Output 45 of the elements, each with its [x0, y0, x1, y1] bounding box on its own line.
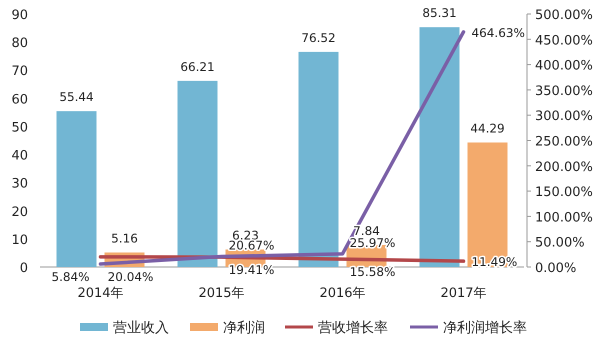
y2-tick-label: 450.00% [535, 33, 593, 48]
y2-tick-label: 50.00% [535, 236, 585, 251]
data-label: 5.16 [111, 231, 138, 246]
data-label: 20.67% [228, 238, 274, 253]
data-label: 66.21 [180, 60, 215, 74]
y-tick-label: 30 [11, 176, 28, 192]
x-tick-label: 2017年 [440, 286, 487, 301]
data-label: 44.29 [470, 121, 505, 136]
y2-tick-label: 150.00% [535, 185, 593, 200]
x-tick-label: 2015年 [198, 286, 245, 301]
legend-label: 营收增长率 [318, 320, 388, 336]
x-tick-label: 2016年 [319, 286, 366, 301]
y2-tick-label: 250.00% [535, 134, 593, 150]
data-label: 85.31 [422, 6, 457, 20]
y2-tick-label: 300.00% [535, 109, 593, 124]
y-tick-label: 0 [20, 261, 28, 276]
bar [178, 80, 218, 267]
y2-tick-label: 200.00% [535, 160, 593, 175]
data-label: 5.84% [51, 270, 90, 284]
legend-label: 营业收入 [113, 320, 169, 336]
y2-tick-label: 100.00% [535, 210, 593, 226]
bar [298, 52, 338, 267]
y2-tick-label: 0.00% [535, 261, 576, 276]
data-label: 19.41% [228, 263, 274, 278]
x-tick-label: 2014年 [77, 286, 124, 301]
y-tick-label: 80 [11, 36, 28, 52]
y2-tick-label: 350.00% [535, 84, 593, 99]
y2-tick-label: 500.00% [535, 8, 593, 23]
bar [56, 111, 96, 267]
legend-label: 净利润 [223, 320, 265, 336]
legend-label: 净利润增长率 [443, 320, 527, 336]
data-label: 20.04% [108, 270, 154, 284]
data-label: 55.44 [59, 90, 94, 104]
data-label: 464.63% [472, 26, 525, 40]
y-tick-label: 40 [11, 148, 28, 164]
y-tick-label: 50 [11, 120, 28, 136]
data-label: 76.52 [301, 30, 336, 45]
data-label: 15.58% [350, 265, 396, 280]
y-tick-label: 20 [11, 204, 28, 220]
y-tick-label: 60 [11, 92, 28, 108]
bar [420, 27, 460, 267]
y2-tick-label: 400.00% [535, 58, 593, 74]
y-tick-label: 10 [11, 232, 28, 248]
y-tick-label: 70 [11, 64, 28, 80]
y-tick-label: 90 [11, 8, 28, 23]
